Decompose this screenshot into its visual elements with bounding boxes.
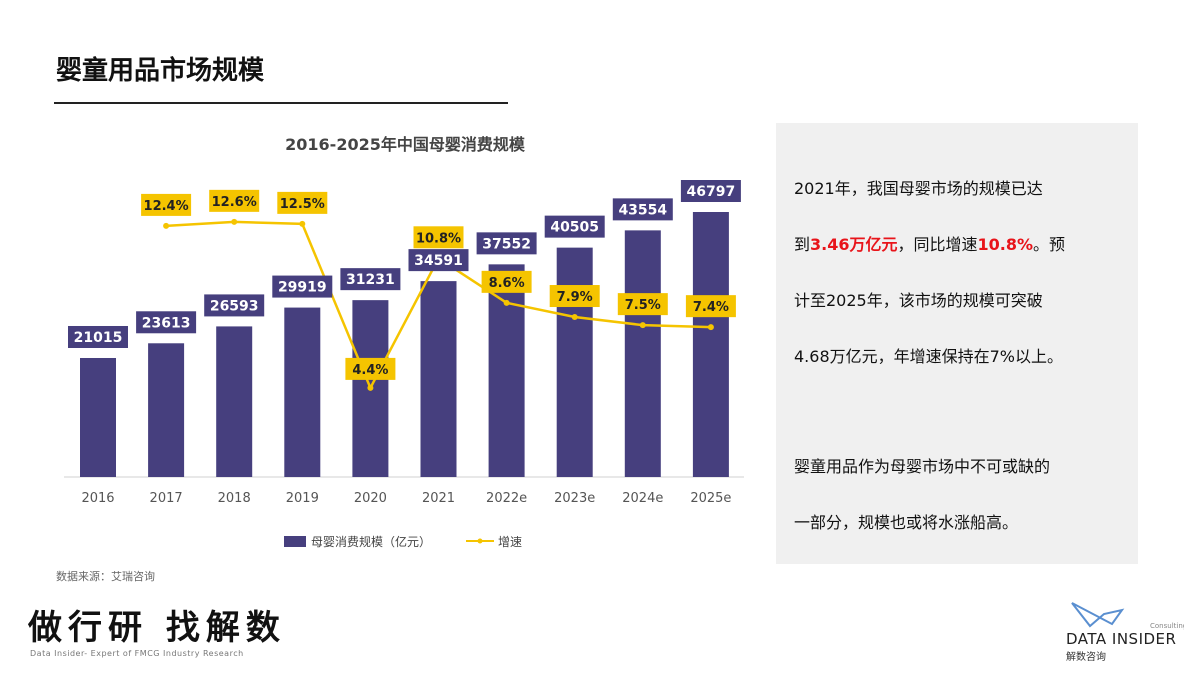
growth-value-label: 4.4%: [352, 363, 388, 378]
x-tick-label: 2016: [81, 491, 114, 506]
growth-value-label: 12.6%: [212, 195, 257, 210]
highlight-value: 3.46万亿元: [810, 235, 898, 254]
bar-value-label: 37552: [482, 236, 531, 252]
growth-value-label: 7.4%: [693, 300, 729, 315]
bar-label-bg: [272, 275, 333, 298]
legend-bar-label: 母婴消费规模（亿元）: [311, 534, 431, 549]
bar-label-bg: [408, 249, 469, 272]
growth-value-label: 8.6%: [489, 276, 525, 291]
bar-value-label: 34591: [414, 253, 463, 269]
slogan: 做行研 找解数: [28, 608, 286, 648]
bar-value-label: 43554: [618, 202, 667, 218]
bar-label-bg: [476, 232, 537, 255]
bar-value-label: 40505: [550, 220, 599, 236]
legend-bar-swatch: [284, 536, 306, 547]
title-divider: [54, 102, 508, 104]
logo-name: DATA INSIDER: [1066, 630, 1176, 648]
summary-line: 计至2025年，该市场的规模可突破: [794, 291, 1043, 310]
bar-2019: [284, 307, 321, 477]
legend-line-marker: [477, 538, 483, 544]
bar-label-bg: [68, 325, 128, 348]
text: 。预: [1033, 235, 1066, 254]
bar-value-label: 29919: [278, 280, 327, 296]
chart-title: 2016-2025年中国母婴消费规模: [285, 135, 526, 154]
summary-line: 一部分，规模也或将水涨船高。: [794, 513, 1019, 532]
bar-label-bg: [340, 268, 401, 291]
data-source: 数据来源：艾瑞咨询: [56, 570, 155, 583]
logo-sub: 解数咨询: [1066, 650, 1106, 663]
growth-point-2025e: [707, 324, 714, 331]
bar-value-label: 31231: [346, 272, 395, 288]
x-tick-label: 2022e: [486, 491, 527, 506]
summary-panel: 2021年，我国母婴市场的规模已达 到3.46万亿元，同比增速10.8%。预 计…: [776, 123, 1138, 564]
growth-point-2018: [231, 218, 238, 225]
growth-label-bg: [549, 285, 600, 308]
x-tick-label: 2025e: [690, 491, 731, 506]
growth-point-2023e: [571, 314, 578, 321]
summary-line: 婴童用品作为母婴市场中不可或缺的: [794, 457, 1051, 476]
growth-point-2022e: [503, 299, 510, 306]
bar-2021: [420, 281, 457, 477]
bar-2024e: [624, 230, 661, 477]
x-tick-label: 2023e: [554, 491, 595, 506]
bar-value-label: 46797: [687, 184, 736, 200]
growth-point-2020: [367, 384, 374, 391]
growth-value-label: 7.9%: [557, 290, 593, 305]
summary-line: 到3.46万亿元，同比增速10.8%。预: [794, 217, 1124, 273]
x-tick-label: 2019: [286, 491, 319, 506]
bar-label-bg: [680, 180, 741, 202]
growth-label-bg: [209, 189, 260, 212]
bar-2023e: [556, 247, 593, 477]
growth-value-label: 10.8%: [416, 231, 461, 246]
growth-label-bg: [685, 295, 736, 318]
growth-point-2019: [299, 220, 306, 227]
growth-label-bg: [413, 226, 464, 249]
chart: 2016-2025年中国母婴消费规模 21015 23613 26593 29919 3…: [64, 135, 744, 549]
logo-tag: Consulting: [1150, 622, 1184, 630]
bar-value-label: 23613: [142, 315, 191, 331]
x-tick-label: 2021: [422, 491, 455, 506]
text: ，同比增速: [897, 235, 978, 254]
bar-label-bg: [136, 311, 197, 334]
legend-line-label: 增速: [498, 535, 522, 549]
growth-label-bg: [141, 193, 192, 216]
bar-2016: [80, 357, 116, 477]
bar-2017: [148, 343, 185, 477]
growth-value-label: 7.5%: [625, 298, 661, 313]
growth-point-2024e: [639, 322, 646, 329]
bar-label-bg: [204, 294, 265, 317]
text: 到: [794, 235, 811, 254]
bar-2025e: [692, 212, 729, 477]
x-tick-label: 2018: [218, 491, 251, 506]
bar-value-label: 26593: [210, 298, 259, 314]
logo-mark-icon: [1071, 602, 1125, 628]
bar-2018: [216, 326, 253, 477]
growth-label-bg: [345, 357, 396, 380]
growth-label-bg: [617, 293, 668, 316]
bar-label-bg: [544, 215, 605, 238]
growth-label-bg: [481, 270, 532, 293]
bar-label-bg: [612, 198, 673, 221]
bar-value-label: 21015: [74, 330, 123, 346]
growth-value-label: 12.4%: [144, 199, 189, 214]
growth-point-2017: [163, 222, 170, 229]
x-tick-label: 2017: [150, 491, 183, 506]
growth-label-bg: [277, 191, 328, 214]
x-tick-label: 2020: [354, 491, 387, 506]
summary-line: 4.68万亿元，年增速保持在7%以上。: [794, 347, 1064, 366]
data-insider-logo: Consulting DATA INSIDER 解数咨询: [1066, 602, 1184, 663]
highlight-value: 10.8%: [977, 235, 1034, 254]
bar-2022e: [488, 264, 525, 477]
slogan-subtitle: Data Insider- Expert of FMCG Industry Re…: [30, 649, 244, 658]
x-tick-label: 2024e: [622, 491, 663, 506]
summary-line: 2021年，我国母婴市场的规模已达: [794, 179, 1043, 198]
growth-value-label: 12.5%: [280, 197, 325, 212]
page-title: 婴童用品市场规模: [56, 56, 265, 86]
